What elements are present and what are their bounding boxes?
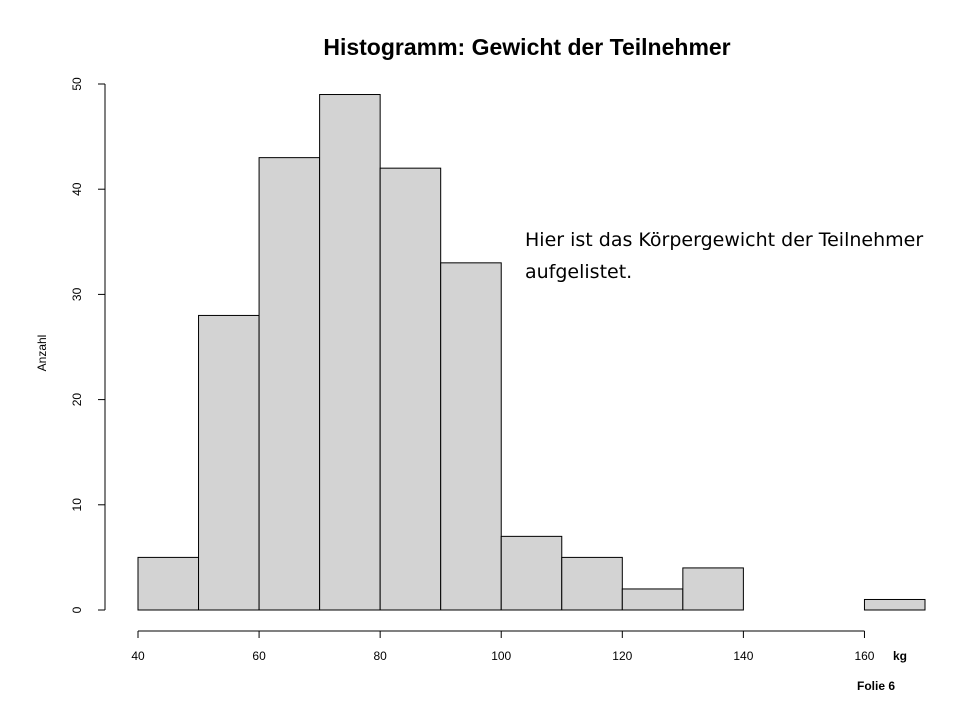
histogram-bar-80-90	[379, 167, 442, 611]
x-axis-unit: kg	[893, 649, 907, 663]
x-tick-label: 160	[854, 649, 874, 663]
histogram-bar-90-100	[440, 262, 502, 611]
histogram-bar-100-110	[500, 535, 563, 611]
x-tick-label: 80	[373, 649, 387, 663]
bars-group	[137, 94, 926, 611]
y-tick-label: 40	[70, 182, 84, 196]
histogram-bar-120-130	[621, 588, 684, 611]
annotation-line-2: aufgelistet.	[525, 261, 633, 283]
y-tick-label: 20	[70, 393, 84, 407]
annotation-line-1: Hier ist das Körpergewicht der Teilnehme…	[525, 229, 924, 251]
histogram-bar-160-170	[863, 598, 926, 611]
x-tick-label: 100	[491, 649, 511, 663]
histogram-bar-60-70	[258, 157, 321, 611]
chart-title: Histogramm: Gewicht der Teilnehmer	[323, 34, 730, 60]
histogram-bar-70-80	[319, 94, 381, 611]
annotation-text: Hier ist das Körpergewicht der Teilnehme…	[525, 224, 955, 288]
histogram-bar-110-120	[561, 556, 623, 611]
histogram-bar-130-140	[682, 567, 744, 611]
y-tick-label: 30	[70, 287, 84, 301]
y-axis: 0 10 20 30 40 50	[70, 77, 106, 613]
y-tick-label: 10	[70, 498, 84, 512]
y-tick-label: 0	[70, 606, 84, 613]
y-axis-title: Anzahl	[35, 335, 49, 372]
y-tick-label: 50	[70, 77, 84, 91]
x-tick-label: 140	[733, 649, 753, 663]
histogram-bar-50-60	[198, 314, 260, 611]
histogram-bar-40-50	[137, 556, 200, 611]
x-tick-label: 60	[252, 649, 266, 663]
x-axis: 40 60 80 100 120 140 160	[131, 630, 875, 663]
x-tick-label: 120	[612, 649, 632, 663]
slide-number: Folie 6	[857, 679, 896, 693]
x-tick-label: 40	[131, 649, 145, 663]
